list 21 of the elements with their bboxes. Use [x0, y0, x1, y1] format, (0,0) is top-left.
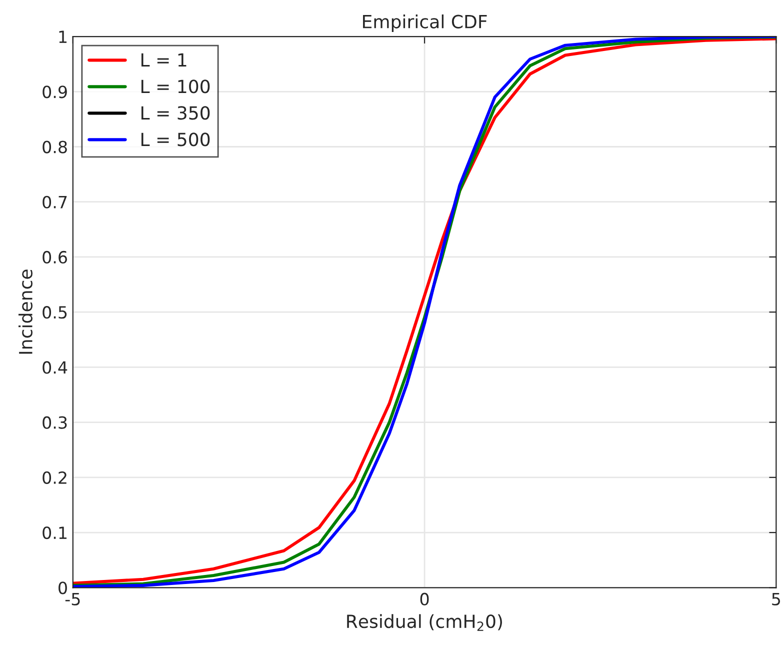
y-tick-label: 0.3	[42, 416, 67, 429]
y-tick-label: 0.2	[42, 471, 66, 484]
legend-label: L = 350	[141, 106, 210, 120]
y-tick-label: 0.8	[42, 140, 67, 154]
legend-label: L = 500	[141, 132, 210, 146]
y-axis-title: Incidence	[18, 270, 32, 354]
x-axis-title: Residual (cmH$_{2}$0)	[347, 614, 502, 631]
x-tick-label: 5	[772, 593, 780, 606]
y-tick-label: 0.6	[42, 250, 67, 264]
legend-label: L = 100	[141, 80, 210, 94]
y-tick-label: 1	[59, 30, 67, 43]
x-tick-label: -5	[65, 593, 80, 606]
y-tick-label: 0.5	[42, 306, 67, 319]
chart-title: Empirical CDF	[363, 14, 487, 32]
y-tick-label: 0.9	[42, 86, 67, 98]
y-tick-label: 0.7	[42, 196, 67, 208]
y-tick-label: 0	[58, 582, 67, 594]
y-tick-label: 0.4	[42, 361, 68, 374]
legend-label: L = 1	[141, 53, 186, 66]
x-tick-label: 0	[420, 592, 429, 606]
y-tick-label: 0.1	[42, 526, 67, 540]
